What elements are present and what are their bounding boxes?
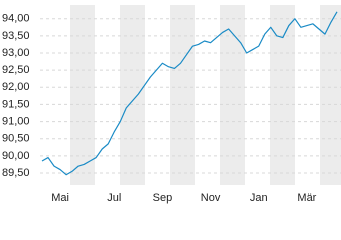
y-tick-label: 94,00 <box>2 13 30 25</box>
chart: 89,50 90,00 90,50 91,00 91,50 92,00 92,50 93,00… <box>2 5 341 204</box>
y-tick-label: 92,50 <box>2 64 30 76</box>
y-tick-label: 89,50 <box>2 167 30 179</box>
month-band <box>170 5 195 185</box>
x-tick-label: Mär <box>297 192 316 204</box>
y-tick-label: 93,50 <box>2 30 30 42</box>
month-band <box>220 5 245 185</box>
y-tick-label: 93,00 <box>2 47 30 59</box>
month-bands <box>70 5 341 185</box>
y-tick-label: 92,00 <box>2 81 30 93</box>
month-band <box>270 5 295 185</box>
price-line <box>41 11 338 176</box>
month-band <box>70 5 95 185</box>
x-tick-label: Sep <box>153 192 173 204</box>
y-tick-label: 91,50 <box>2 98 30 110</box>
y-tick-label: 90,00 <box>2 150 30 162</box>
month-band <box>320 5 341 185</box>
month-band <box>120 5 145 185</box>
y-tick-label: 90,50 <box>2 133 30 145</box>
x-tick-label: Jan <box>250 192 268 204</box>
y-tick-label: 91,00 <box>2 115 30 127</box>
x-tick-label: Jul <box>107 192 121 204</box>
x-tick-label: Mai <box>51 192 69 204</box>
page: {"chart_data": {"type": "line", "categor… <box>2 5 341 204</box>
x-tick-label: Nov <box>201 192 221 204</box>
